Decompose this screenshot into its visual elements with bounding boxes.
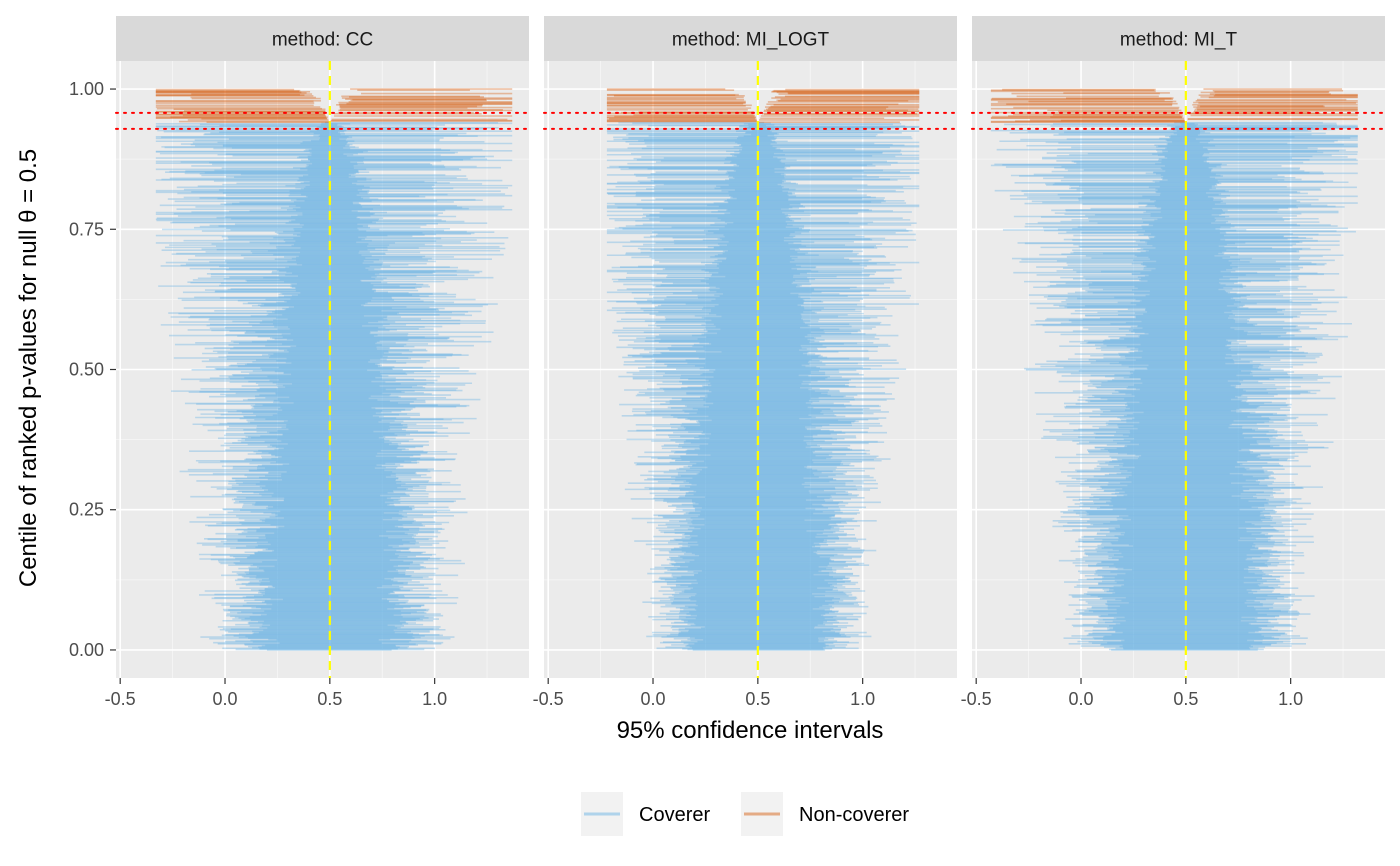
y-axis-tick-label: 0.25 [69,500,104,520]
x-axis-tick-label: 0.5 [745,689,770,709]
interval-bars [155,88,513,651]
y-axis-title: Centile of ranked p-values for null θ = … [15,149,42,587]
x-axis-tick-label: -0.5 [105,689,136,709]
facet-panel: method: MI_LOGT -0.5 0.0 0.5 1.0 [533,16,958,709]
y-axis-tick-label: 1.00 [69,79,104,99]
x-axis-tick-label: 0.0 [1068,689,1093,709]
facet-strip-label: method: MI_T [1120,30,1238,51]
x-axis-tick-label: 0.5 [1173,689,1198,709]
x-axis-tick-label: 1.0 [422,689,447,709]
facet-strip [116,16,529,61]
legend-label-non-coverer: Non-coverer [799,804,909,826]
interval-bars [606,88,920,651]
facet-panel: method: CC -0.5 0.0 0.5 1.0 0.00 0.25 0.50 0.75 1… [69,16,530,709]
x-axis-tick-label: 1.0 [1278,689,1303,709]
facet-strip-label: method: MI_LOGT [672,30,830,51]
facet-strip [972,16,1385,61]
legend-item-coverer: Coverer [581,792,710,836]
x-axis-tick-label: 1.0 [850,689,875,709]
facet-strip-label: method: CC [272,30,373,51]
x-axis-tick-label: 0.5 [317,689,342,709]
facet-panel: method: MI_T -0.5 0.0 0.5 1.0 [961,16,1386,709]
x-axis-tick-label: -0.5 [533,689,564,709]
legend-key-coverer [581,792,623,836]
interval-bars [990,88,1358,651]
y-axis-tick-label: 0.50 [69,360,104,380]
x-axis-tick-label: 0.0 [640,689,665,709]
x-axis-tick-label: -0.5 [961,689,992,709]
panels-layer: method: CC -0.5 0.0 0.5 1.0 0.00 0.25 0.50 0.75 1… [69,16,1386,709]
legend-key-non-coverer [741,792,783,836]
y-axis-tick-label: 0.75 [69,219,104,239]
x-axis-tick-label: 0.0 [212,689,237,709]
legend: Coverer Non-coverer [581,792,909,836]
legend-item-non-coverer: Non-coverer [741,792,909,836]
facet-strip [544,16,957,61]
x-axis-title: 95% confidence intervals [617,717,884,744]
legend-label-coverer: Coverer [639,804,710,826]
y-axis-tick-label: 0.00 [69,640,104,660]
